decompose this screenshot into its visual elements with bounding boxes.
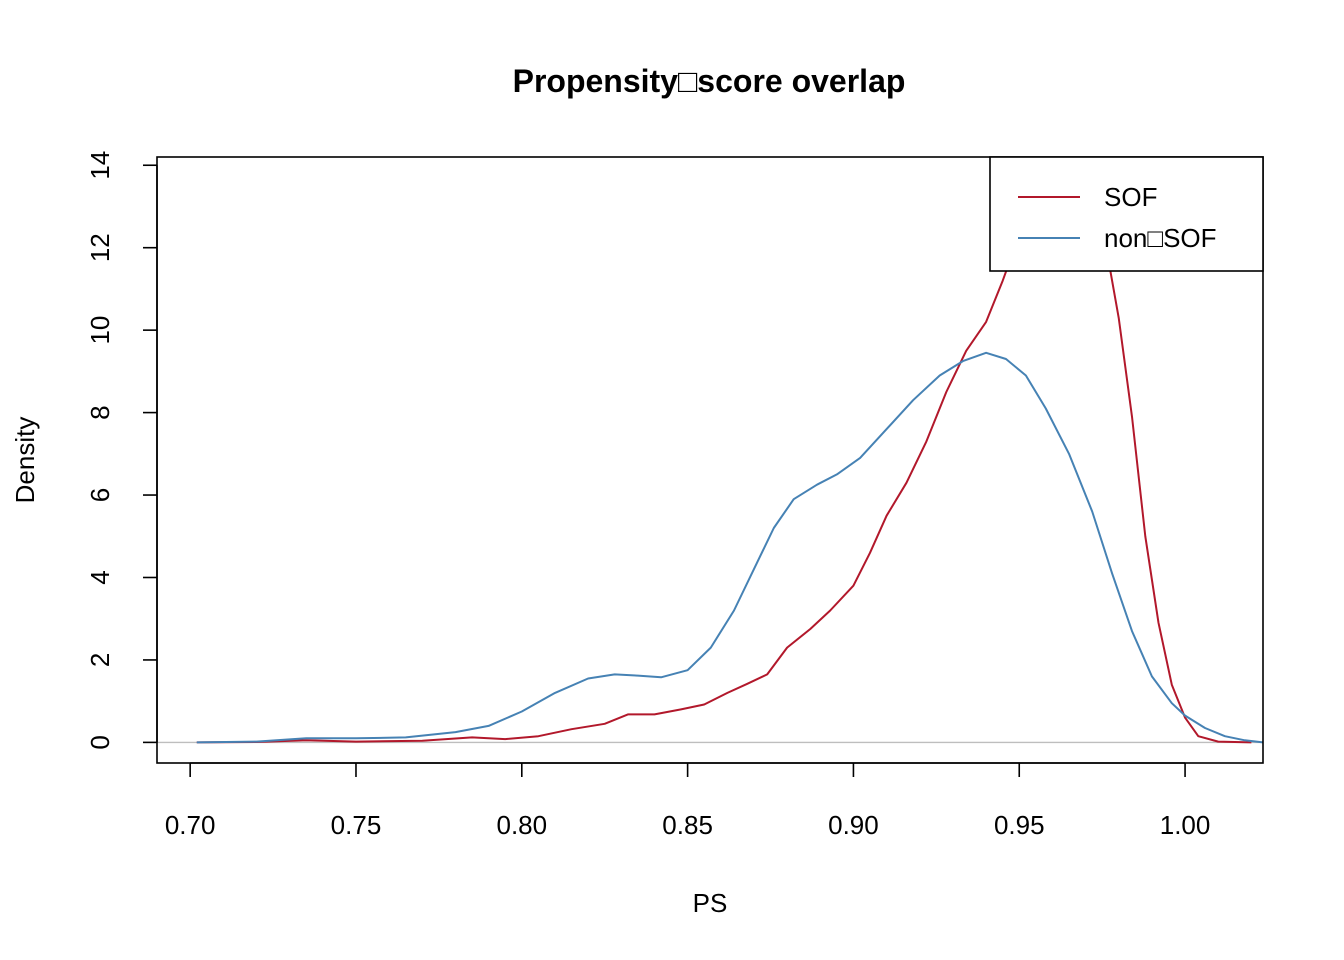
y-tick-label: 12 (85, 233, 115, 262)
legend: SOF non□SOF (989, 156, 1264, 272)
y-tick-label: 8 (85, 405, 115, 419)
x-tick-label: 1.00 (1160, 810, 1211, 840)
y-tick-label: 10 (85, 316, 115, 345)
y-tick-label: 0 (85, 735, 115, 749)
legend-box (989, 156, 1264, 272)
x-tick-label: 0.80 (496, 810, 547, 840)
series-line-0 (196, 157, 1252, 744)
y-tick-label: 14 (85, 151, 115, 180)
series-line-1 (196, 351, 1263, 744)
y-tick-label: 6 (85, 488, 115, 502)
y-tick-label: 2 (85, 653, 115, 667)
y-axis: 0 2 4 6 8 10 12 14 (85, 151, 158, 750)
x-tick-label: 0.90 (828, 810, 879, 840)
legend-label-1: non□SOF (1104, 223, 1217, 253)
x-axis: 0.70 0.75 0.80 0.85 0.90 0.95 1.00 (165, 762, 1211, 840)
x-axis-label: PS (693, 888, 728, 918)
x-tick-label: 0.70 (165, 810, 216, 840)
x-tick-label: 0.85 (662, 810, 713, 840)
density-lines (157, 157, 1263, 744)
legend-label-0: SOF (1104, 182, 1157, 212)
x-tick-label: 0.95 (994, 810, 1045, 840)
y-tick-label: 4 (85, 570, 115, 584)
x-tick-label: 0.75 (331, 810, 382, 840)
chart-title: Propensity□score overlap (513, 63, 906, 99)
y-axis-label: Density (10, 417, 40, 504)
